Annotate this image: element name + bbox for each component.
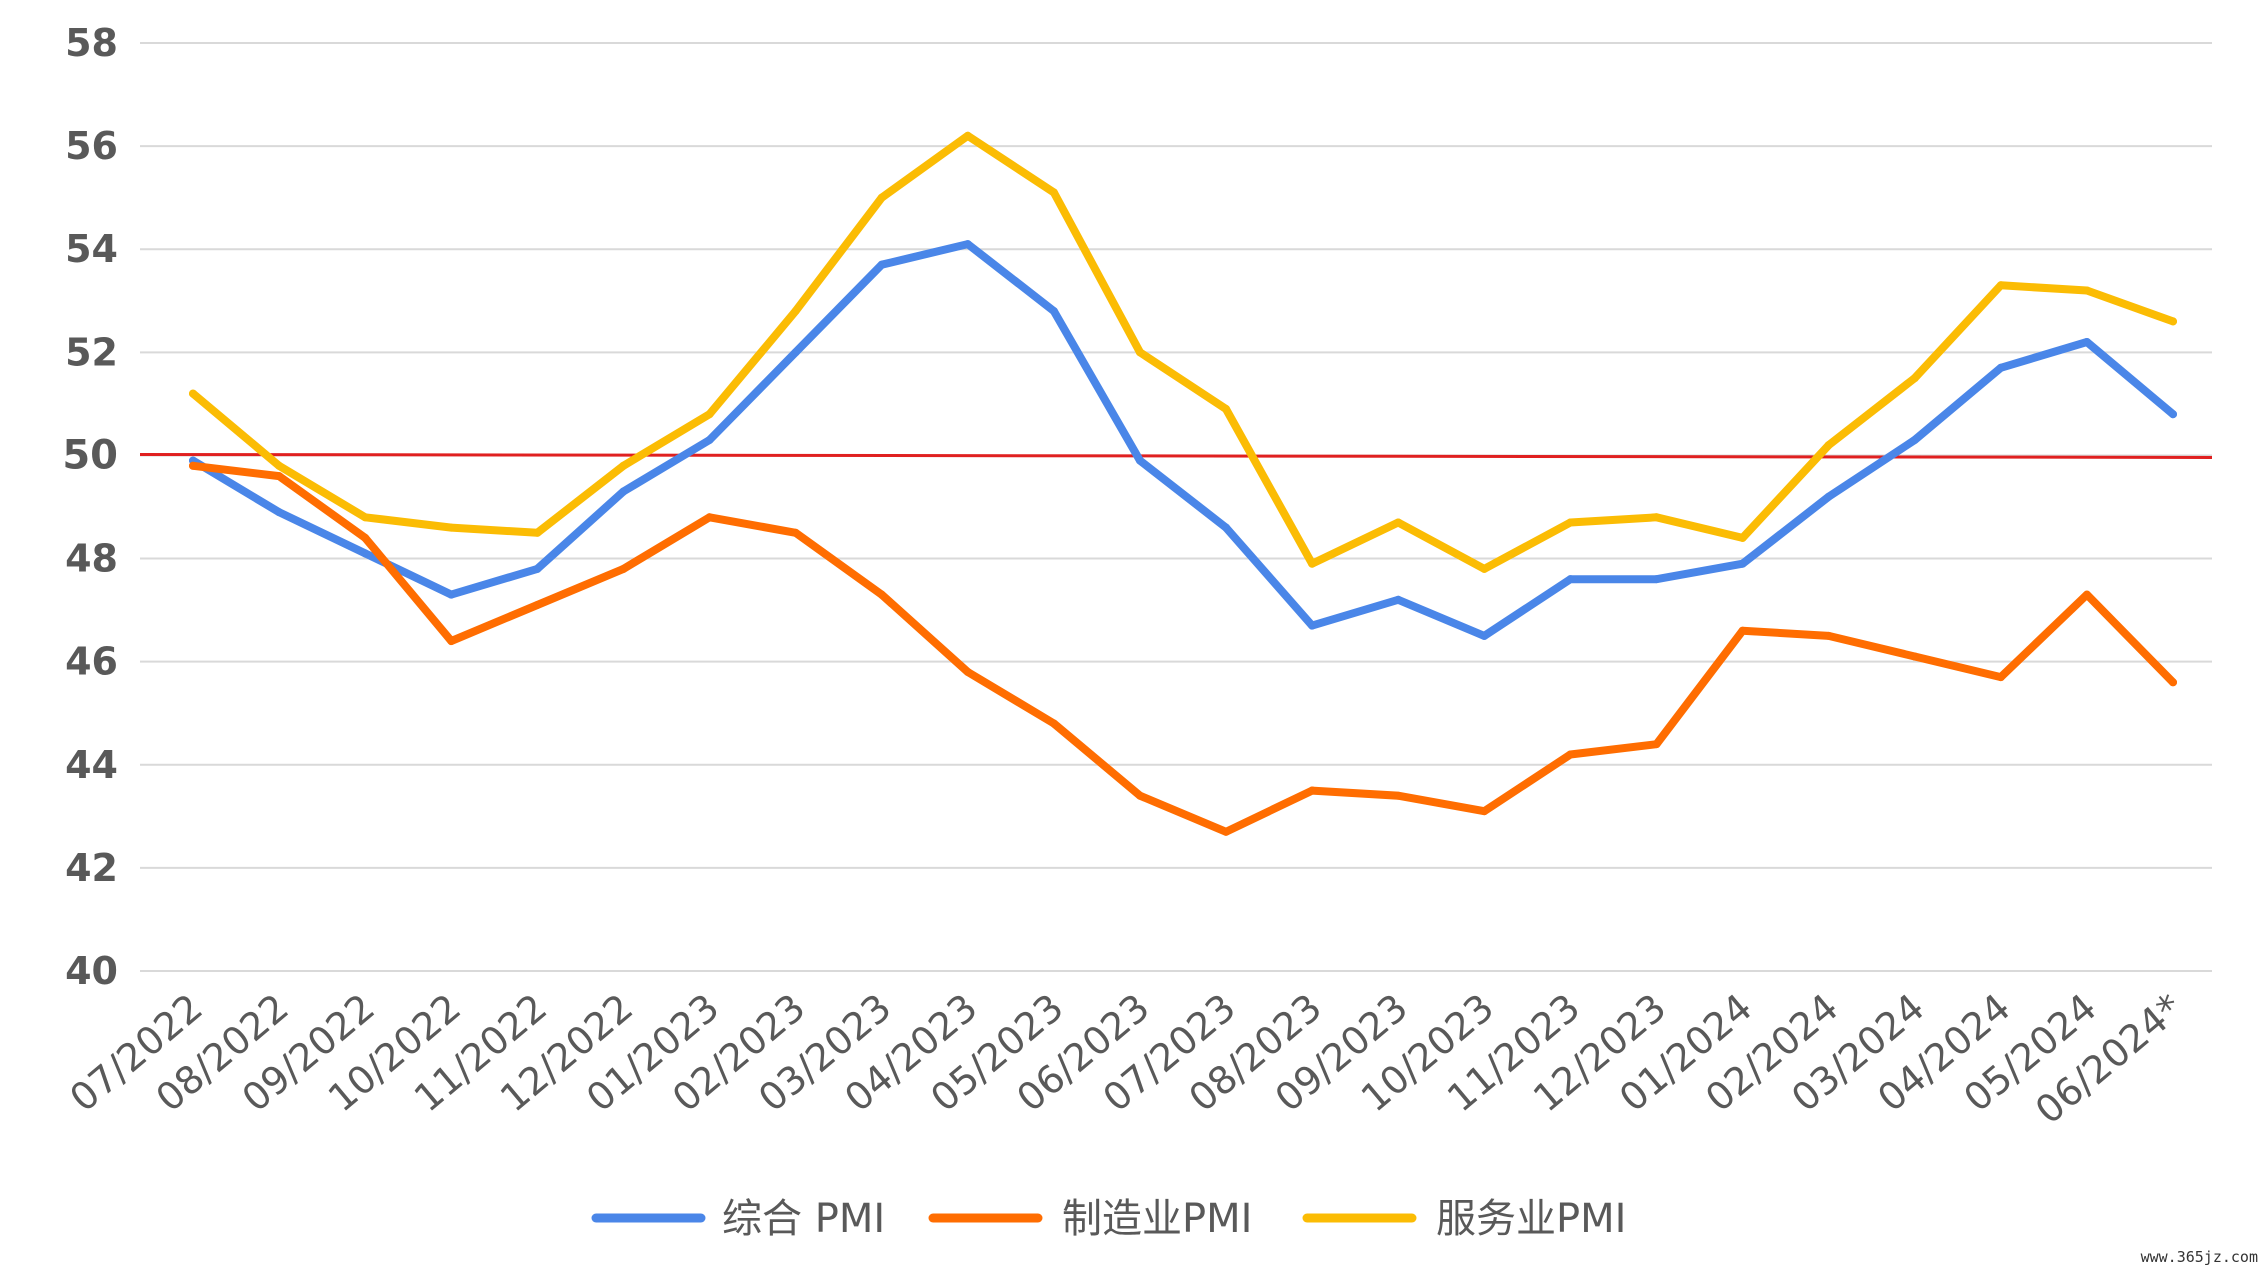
data-point bbox=[533, 564, 542, 573]
data-point bbox=[447, 590, 456, 599]
legend-label: 服务业PMI bbox=[1436, 1196, 1626, 1242]
y-tick-label: 42 bbox=[65, 846, 118, 890]
data-point bbox=[791, 528, 800, 537]
data-point bbox=[963, 240, 972, 249]
y-tick-label: 54 bbox=[65, 227, 118, 271]
data-point bbox=[619, 461, 628, 470]
reference-line-group bbox=[139, 452, 2213, 459]
data-point bbox=[2082, 338, 2091, 347]
y-axis: 40 42 44 46 48 50 52 54 56 58 bbox=[62, 21, 118, 993]
series-line-3 bbox=[189, 131, 2177, 573]
data-point bbox=[1394, 518, 1403, 527]
data-point bbox=[1910, 374, 1919, 383]
data-point bbox=[1135, 348, 1144, 357]
data-point bbox=[1222, 405, 1231, 414]
data-point bbox=[963, 667, 972, 676]
data-point bbox=[1135, 791, 1144, 800]
data-point bbox=[447, 523, 456, 532]
legend: 综合 PMI 制造业PMI 服务业PMI bbox=[591, 1196, 1626, 1242]
data-point bbox=[1910, 652, 1919, 661]
data-point bbox=[1049, 188, 1058, 197]
data-point bbox=[1738, 626, 1747, 635]
data-point bbox=[1480, 807, 1489, 816]
data-point bbox=[705, 435, 714, 444]
data-point bbox=[705, 410, 714, 419]
data-point bbox=[1824, 631, 1833, 640]
x-axis: 07/202208/202209/202210/202211/202212/20… bbox=[62, 985, 2191, 1132]
series-line-1 bbox=[189, 240, 2177, 640]
gridlines bbox=[140, 42, 2212, 972]
data-point bbox=[1566, 750, 1575, 759]
data-point bbox=[1049, 307, 1058, 316]
data-point bbox=[1996, 673, 2005, 682]
series-lines bbox=[189, 131, 2177, 836]
legend-label: 综合 PMI bbox=[722, 1196, 885, 1242]
data-point bbox=[447, 637, 456, 646]
data-point bbox=[1738, 533, 1747, 542]
legend-label: 制造业PMI bbox=[1062, 1196, 1252, 1242]
data-point bbox=[619, 564, 628, 573]
data-point bbox=[1394, 595, 1403, 604]
data-point bbox=[877, 590, 886, 599]
data-point bbox=[1308, 621, 1317, 630]
data-point bbox=[1824, 492, 1833, 501]
y-tick-label: 44 bbox=[65, 743, 118, 787]
data-point bbox=[791, 348, 800, 357]
data-point bbox=[791, 307, 800, 316]
data-point bbox=[1308, 786, 1317, 795]
data-point bbox=[877, 260, 886, 269]
y-tick-label: 52 bbox=[65, 330, 118, 374]
data-point bbox=[1652, 513, 1661, 522]
data-point bbox=[1049, 719, 1058, 728]
data-point bbox=[275, 508, 284, 517]
data-point bbox=[2169, 317, 2177, 326]
data-point bbox=[1222, 523, 1231, 532]
y-tick-label: 58 bbox=[65, 21, 118, 65]
data-point bbox=[189, 461, 197, 470]
data-point bbox=[1910, 435, 1919, 444]
data-point bbox=[1566, 518, 1575, 527]
data-point bbox=[1824, 441, 1833, 450]
data-point bbox=[2082, 286, 2091, 295]
data-point bbox=[1566, 575, 1575, 584]
reference-line bbox=[139, 452, 2213, 459]
y-tick-label: 46 bbox=[65, 640, 118, 684]
data-point bbox=[275, 461, 284, 470]
data-point bbox=[2169, 678, 2177, 687]
data-point bbox=[1480, 564, 1489, 573]
data-point bbox=[361, 513, 370, 522]
data-point bbox=[361, 533, 370, 542]
data-point bbox=[1394, 791, 1403, 800]
data-point bbox=[189, 389, 197, 398]
series-line-2 bbox=[189, 461, 2177, 836]
data-point bbox=[705, 513, 714, 522]
data-point bbox=[533, 600, 542, 609]
data-point bbox=[1308, 559, 1317, 568]
data-point bbox=[1652, 740, 1661, 749]
watermark: www.365jz.com bbox=[2141, 1248, 2258, 1266]
data-point bbox=[1996, 363, 2005, 372]
data-point bbox=[533, 528, 542, 537]
data-point bbox=[619, 487, 628, 496]
data-point bbox=[1135, 456, 1144, 465]
data-point bbox=[1222, 827, 1231, 836]
data-point bbox=[361, 549, 370, 558]
data-point bbox=[877, 193, 886, 202]
data-point bbox=[275, 472, 284, 481]
y-tick-label: 56 bbox=[65, 124, 118, 168]
y-tick-label: 40 bbox=[65, 949, 118, 993]
data-point bbox=[963, 131, 972, 140]
data-point bbox=[1996, 281, 2005, 290]
data-point bbox=[2082, 590, 2091, 599]
data-point bbox=[1738, 559, 1747, 568]
y-tick-label: 48 bbox=[65, 537, 118, 581]
data-point bbox=[1480, 631, 1489, 640]
data-point bbox=[2169, 410, 2177, 419]
y-tick-label-reference: 50 bbox=[62, 432, 118, 478]
data-point bbox=[1652, 575, 1661, 584]
